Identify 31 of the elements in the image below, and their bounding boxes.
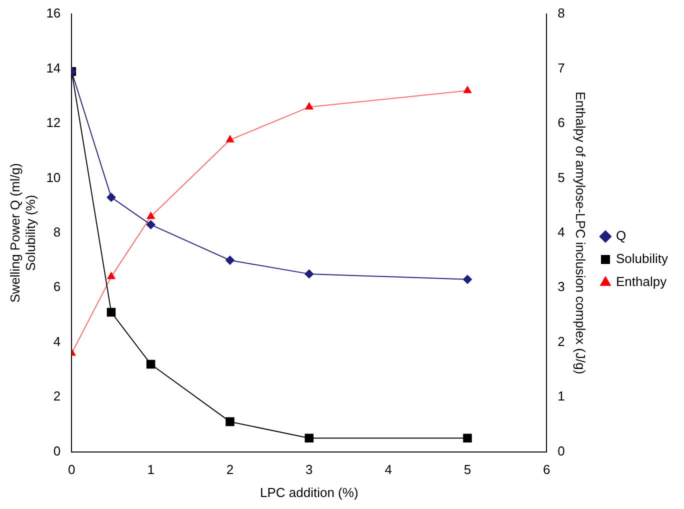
y2-tick-label: 2 [558,334,565,349]
legend-label: Q [616,228,626,244]
y-tick-label: 10 [46,170,61,185]
y2-tick-label: 7 [558,60,565,76]
y-tick-label: 0 [53,443,61,458]
x-tick-label: 1 [147,462,154,478]
y-tick-label: 8 [53,224,61,240]
y2-tick-label: 8 [558,6,565,21]
legend-label: Solubility [616,251,668,266]
y2-tick-label: 6 [558,115,565,130]
x-tick-label: 5 [464,462,472,478]
x-tick-label: 4 [384,462,392,478]
legend-label: Enthalpy [616,274,668,290]
y2-tick-label: 3 [558,279,565,294]
y2-tick-label: 0 [558,443,565,458]
y2-tick-label: 1 [558,388,565,404]
y2-axis-title: Enthalpy of amylose-LPC inclusion complex (J/g) [573,92,588,374]
y2-tick-label: 5 [558,170,565,185]
x-tick-label: 2 [226,462,234,478]
y2-tick-label: 4 [558,224,565,240]
x-tick-label: 0 [68,462,76,478]
y-tick-label: 2 [53,388,61,404]
y-tick-label: 4 [53,334,61,349]
x-axis-title: LPC addition (%) [260,484,358,500]
x-tick-label: 6 [543,462,550,478]
x-tick-label: 3 [306,462,313,478]
y-tick-label: 14 [46,60,61,76]
y-tick-label: 16 [46,6,61,21]
y-axis-title: Swelling Power Q (ml/g) Solubility (%) [7,163,38,303]
y-tick-label: 12 [46,115,61,130]
y-tick-label: 6 [53,279,61,294]
